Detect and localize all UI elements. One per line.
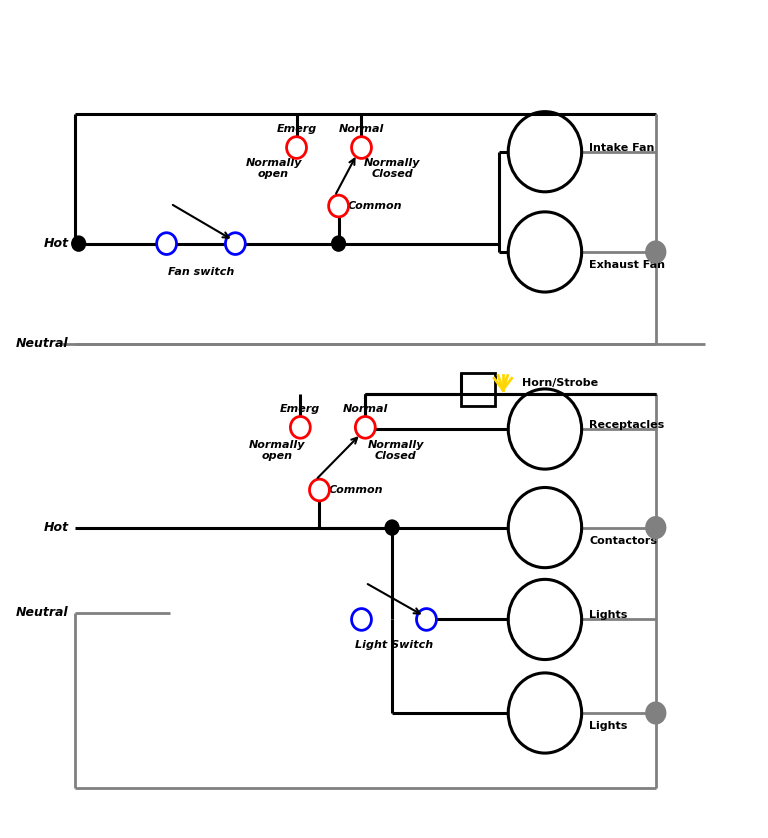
Circle shape — [157, 233, 177, 255]
Circle shape — [226, 233, 245, 255]
Text: Normally
Closed: Normally Closed — [364, 158, 420, 179]
Text: Contactors: Contactors — [589, 536, 657, 546]
Text: Normal: Normal — [343, 404, 388, 414]
Circle shape — [646, 241, 666, 263]
Text: Neutral: Neutral — [16, 606, 68, 619]
Circle shape — [352, 608, 372, 630]
Text: Neutral: Neutral — [16, 338, 68, 350]
Circle shape — [416, 608, 436, 630]
Text: Light Switch: Light Switch — [355, 640, 433, 650]
Text: Receptacles: Receptacles — [589, 420, 664, 430]
Text: Exhaust Fan: Exhaust Fan — [589, 261, 665, 271]
Circle shape — [356, 416, 376, 438]
Text: Intake Fan: Intake Fan — [589, 142, 654, 153]
Text: Lights: Lights — [589, 722, 627, 732]
Circle shape — [352, 137, 372, 158]
Circle shape — [386, 520, 399, 535]
Text: Emerg: Emerg — [280, 404, 320, 414]
Text: Emerg: Emerg — [276, 124, 316, 134]
Text: Fan switch: Fan switch — [168, 267, 234, 277]
Text: Hot: Hot — [44, 521, 68, 534]
Circle shape — [290, 416, 310, 438]
Circle shape — [71, 236, 85, 251]
Text: Hot: Hot — [44, 237, 68, 250]
Text: Normal: Normal — [339, 124, 384, 134]
Circle shape — [646, 517, 666, 539]
Circle shape — [332, 236, 346, 251]
Bar — [461, 373, 495, 406]
Text: Common: Common — [348, 201, 402, 211]
Circle shape — [286, 137, 306, 158]
Text: Common: Common — [329, 485, 383, 495]
Text: Normally
open: Normally open — [245, 158, 302, 179]
Text: Normally
Closed: Normally Closed — [368, 439, 424, 461]
Text: Lights: Lights — [589, 610, 627, 620]
Circle shape — [646, 702, 666, 724]
Circle shape — [310, 479, 329, 501]
Text: Horn/Strobe: Horn/Strobe — [522, 378, 598, 388]
Circle shape — [329, 195, 349, 217]
Text: Normally
open: Normally open — [249, 439, 306, 461]
